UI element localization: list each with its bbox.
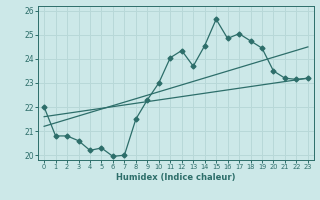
X-axis label: Humidex (Indice chaleur): Humidex (Indice chaleur) — [116, 173, 236, 182]
